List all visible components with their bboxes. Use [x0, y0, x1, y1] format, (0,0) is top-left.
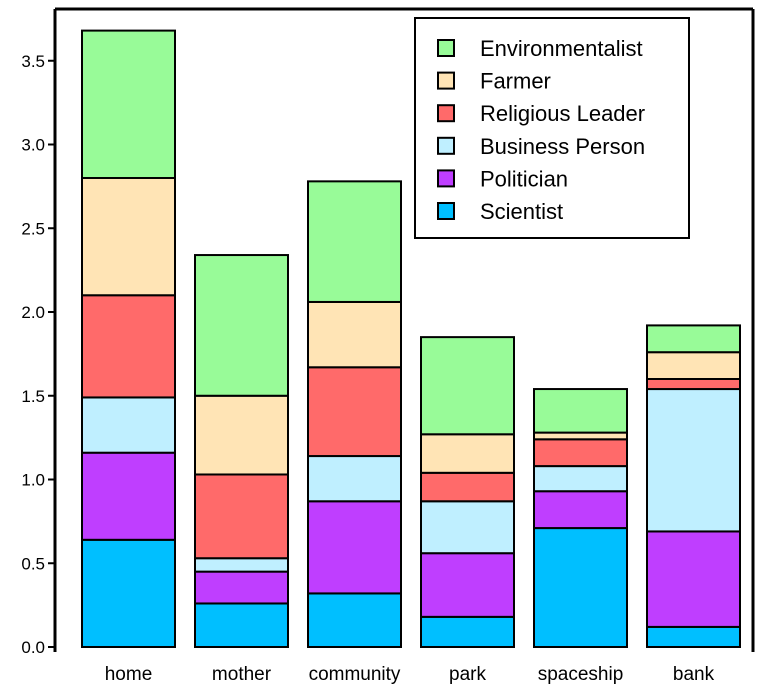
bar-segment-bank-politician [646, 530, 741, 628]
y-tick-label: 1.0 [21, 471, 45, 490]
legend-swatch-environmentalist [437, 39, 455, 57]
legend-label: Scientist [480, 199, 563, 224]
y-tick-label: 3.5 [21, 52, 45, 71]
legend-label: Religious Leader [480, 101, 645, 126]
bar-segment-community-business-person [307, 455, 402, 503]
x-tick-label: spaceship [538, 664, 624, 685]
x-tick-label: park [449, 664, 486, 685]
y-tick-label: 0.0 [21, 638, 45, 657]
legend: Environmentalist Farmer Religious Leader Bu… [414, 17, 690, 239]
y-axis: 0.0 0.5 1.0 1.5 2.0 2.5 3.0 3.5 [21, 7, 755, 657]
y-tick-label: 2.5 [21, 219, 45, 238]
bar-segment-bank-business-person [646, 388, 741, 533]
bar-segment-spaceship-business-person [533, 465, 628, 493]
bar-segment-community-scientist [307, 592, 402, 649]
x-tick-label: home [105, 664, 153, 685]
bar-segment-community-environmentalist [307, 180, 402, 303]
bar-segment-park-farmer [420, 433, 515, 474]
bar-segment-bank-farmer [646, 351, 741, 381]
x-tick-label: community [309, 664, 401, 685]
bar-segment-mother-farmer [194, 394, 289, 476]
bar-segment-spaceship-environmentalist [533, 388, 628, 434]
legend-box [414, 17, 690, 239]
bar-segment-bank-religious-leader [646, 378, 741, 391]
bar-segment-spaceship-religious-leader [533, 438, 628, 468]
legend-label: Business Person [480, 134, 645, 159]
bar-segment-mother-politician [194, 570, 289, 605]
bar-segment-mother-environmentalist [194, 254, 289, 397]
bar-segment-park-environmentalist [420, 336, 515, 436]
bar-segment-home-politician [81, 451, 176, 541]
legend-label: Environmentalist [480, 36, 643, 61]
x-axis-labels: home mother community park spaceship bank [105, 664, 715, 685]
bar-segment-bank-scientist [646, 625, 741, 649]
bar-segment-park-scientist [420, 615, 515, 648]
y-tick-label: 0.5 [21, 554, 45, 573]
bar-segment-bank-environmentalist [646, 324, 741, 354]
legend-swatch-religious-leader [437, 104, 455, 123]
legend-swatch-business-person [437, 136, 455, 155]
x-tick-label: bank [673, 664, 715, 685]
bar-segment-community-farmer [307, 300, 402, 369]
legend-label: Farmer [480, 69, 551, 94]
bar-segment-home-business-person [81, 396, 176, 454]
bar-segment-park-politician [420, 552, 515, 618]
legend-swatch-farmer [437, 71, 455, 90]
bars-group [81, 29, 741, 649]
bar-segment-mother-business-person [194, 557, 289, 573]
bar-segment-community-religious-leader [307, 366, 402, 458]
bar-segment-park-religious-leader [420, 471, 515, 503]
y-tick-label: 1.5 [21, 387, 45, 406]
bar-segment-spaceship-politician [533, 490, 628, 530]
y-tick-label: 3.0 [21, 136, 45, 155]
bar-segment-home-religious-leader [81, 294, 176, 399]
legend-swatch-scientist [437, 202, 455, 220]
bar-segment-spaceship-scientist [533, 527, 628, 649]
bar-segment-spaceship-farmer [533, 431, 628, 441]
bar-segment-community-politician [307, 500, 402, 595]
bar-segment-mother-scientist [194, 602, 289, 649]
bar-segment-home-environmentalist [81, 29, 176, 179]
bar-segment-mother-religious-leader [194, 473, 289, 560]
bar-segment-park-business-person [420, 500, 515, 555]
legend-label: Politician [480, 166, 568, 191]
legend-swatch-politician [437, 169, 455, 188]
bar-segment-home-scientist [81, 538, 176, 648]
x-tick-label: mother [212, 664, 272, 685]
bar-segment-home-farmer [81, 177, 176, 297]
y-tick-label: 2.0 [21, 303, 45, 322]
